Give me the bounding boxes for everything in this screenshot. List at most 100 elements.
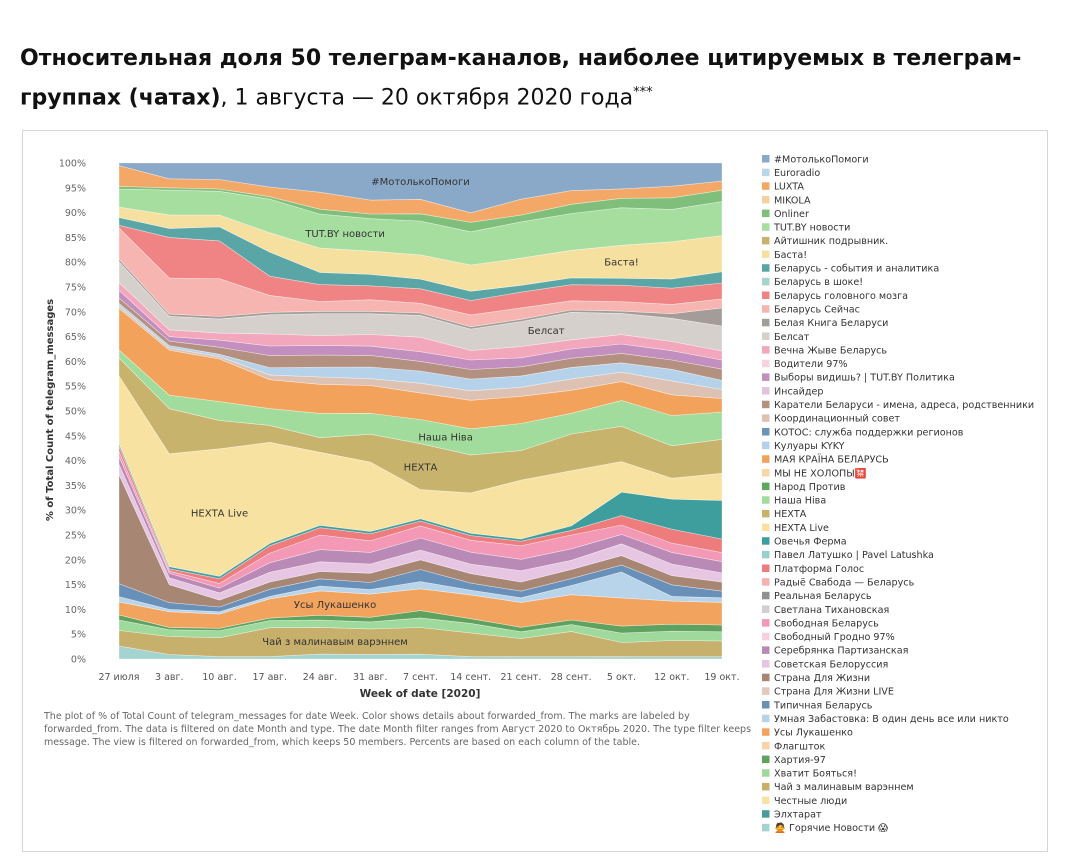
legend-swatch [762, 741, 770, 750]
legend-item[interactable]: MIKOLA [774, 195, 811, 206]
x-tick-label: 24 авг. [303, 672, 338, 683]
mark-label: Наша Ніва [418, 432, 472, 444]
area-мотолькопомоги-31 [118, 162, 723, 214]
legend-swatch [762, 414, 770, 422]
y-tick-label: 50% [65, 407, 86, 418]
legend-swatch [762, 523, 770, 532]
legend-item[interactable]: НЕХТА [774, 509, 807, 520]
legend-item[interactable]: Беларусь головного мозга [774, 291, 908, 302]
mark-label: Баста! [604, 258, 638, 269]
legend-item[interactable]: Белая Книга Беларуси [774, 318, 888, 329]
mark-label: TUT.BY новости [304, 229, 385, 240]
legend-item[interactable]: Хартия-97 [774, 755, 826, 766]
legend-item[interactable]: Беларусь Сейчас [774, 304, 860, 315]
legend-swatch [762, 455, 770, 463]
x-tick-label: 3 авг. [155, 672, 184, 683]
legend-item[interactable]: Инсайдер [774, 386, 823, 397]
legend-item[interactable]: Водители 97% [774, 359, 848, 370]
y-tick-label: 80% [65, 258, 86, 269]
mark-label: НЕХТА [404, 463, 438, 474]
legend-swatch [762, 619, 770, 627]
legend-item[interactable]: 🙅 Горячие Новости 😱 [774, 822, 888, 834]
legend-item[interactable]: Страна Для Жизни [774, 673, 870, 684]
legend-item[interactable]: Усы Лукашенко [774, 728, 853, 739]
legend-item[interactable]: Onliner [774, 209, 809, 220]
legend-item[interactable]: Вечна Жывe Беларусь [774, 345, 887, 356]
legend-item[interactable]: Беларусь - события и аналитика [774, 264, 939, 275]
legend-item[interactable]: Страна Для Жизни LIVE [774, 687, 894, 698]
legend-item[interactable]: Типичная Беларусь [773, 700, 873, 711]
legend-item[interactable]: Наша Ніва [774, 495, 826, 507]
legend-swatch [762, 346, 770, 354]
x-tick-label: 12 окт. [654, 672, 689, 683]
y-tick-label: 70% [65, 307, 86, 318]
legend-item[interactable]: Элхтарат [774, 810, 822, 821]
x-axis-title: Week of date [2020] [360, 688, 481, 700]
legend-item[interactable]: КОТОС: служба поддержки регионов [774, 427, 964, 438]
legend-item[interactable]: Айтишник подрывник. [774, 236, 888, 247]
legend-item[interactable]: Серебрянка Партизанская [774, 646, 908, 657]
legend-swatch [762, 564, 770, 572]
x-tick-label: 7 сент. [403, 672, 438, 683]
chart-title-bold: Относительная доля 50 телеграм-каналов, … [20, 46, 1022, 111]
legend-item[interactable]: Реальная Беларусь [774, 591, 872, 602]
legend-item[interactable]: Баста! [774, 250, 807, 261]
legend-swatch [762, 291, 770, 299]
mark-label: Чай з малинавым варэннем [262, 637, 408, 648]
legend-item[interactable]: Свободный Гродно 97% [774, 632, 895, 643]
x-tick-label: 17 авг. [252, 672, 287, 683]
legend-item[interactable]: Платформа Голос [774, 564, 864, 575]
legend-item[interactable]: Euroradio [774, 168, 820, 179]
legend-swatch [762, 305, 770, 313]
legend-swatch [762, 578, 770, 586]
y-tick-label: 10% [65, 605, 86, 616]
x-tick-label: 27 июля [98, 672, 139, 683]
legend-item[interactable]: Честные люди [774, 796, 847, 807]
mark-label: #МотолькоПомоги [371, 177, 470, 188]
legend-swatch [762, 250, 770, 259]
legend-item[interactable]: Каратели Беларуси - имена, адреса, родст… [774, 400, 1034, 411]
legend-swatch [762, 400, 770, 409]
legend-swatch [762, 673, 770, 682]
y-tick-label: 90% [65, 208, 86, 219]
legend-item[interactable]: Флагшток [774, 741, 826, 752]
legend-item[interactable]: Павел Латушко | Pavel Latushka [774, 550, 934, 561]
x-tick-label: 5 окт. [607, 672, 636, 683]
legend-item[interactable]: Свободная Беларусь [774, 618, 879, 629]
legend-item[interactable]: Выборы видишь? | TUT.BY Политика [774, 373, 955, 384]
legend-item[interactable]: Кулуары KYKY [774, 441, 845, 452]
legend-swatch [762, 277, 770, 286]
legend-item[interactable]: Овечья Ферма [774, 537, 847, 548]
legend-swatch [762, 632, 770, 641]
legend-swatch [762, 823, 770, 832]
legend-item[interactable]: LUXTA [774, 182, 804, 193]
legend-item[interactable]: Хватит Бояться! [774, 769, 857, 780]
legend-item[interactable]: Умная Забастовка: В один день все или ни… [774, 714, 1009, 725]
legend-item[interactable]: TUT.BY новости [773, 223, 850, 234]
legend-item[interactable]: НЕХТА Live [774, 523, 829, 534]
legend-swatch [762, 182, 770, 190]
legend-item[interactable]: Светлана Тихановская [774, 605, 889, 616]
legend-swatch [762, 332, 770, 340]
mark-label: Усы Лукашенко [294, 600, 376, 611]
y-tick-label: 30% [65, 506, 86, 517]
x-tick-label: 10 авг. [202, 672, 237, 683]
legend-item[interactable]: МАЯ КРАЇНА БЕЛАРУСЬ [774, 453, 889, 466]
legend-item[interactable]: Координационный совет [774, 414, 900, 425]
legend-item[interactable]: Советская Белоруссия [774, 659, 888, 670]
legend-item[interactable]: Беларусь в шоке! [774, 277, 863, 288]
y-tick-label: 25% [65, 531, 86, 542]
legend-item[interactable]: Радыё Свабода — Беларусь [774, 577, 915, 588]
legend-item[interactable]: #МотолькоПомоги [774, 154, 869, 165]
legend-swatch [762, 728, 770, 736]
legend-item[interactable]: Чай з малинавым варэннем [774, 782, 914, 793]
legend-swatch [762, 782, 770, 791]
legend-item[interactable]: Народ Против [774, 482, 846, 493]
y-tick-label: 35% [65, 481, 86, 492]
legend-swatch [762, 796, 770, 805]
legend-item[interactable]: Белсат [774, 332, 810, 343]
legend-swatch [762, 550, 770, 559]
legend-swatch [762, 810, 770, 818]
legend-item[interactable]: МЫ НЕ ХОЛОПЫ🈲 [774, 467, 867, 479]
legend-swatch [762, 687, 770, 695]
